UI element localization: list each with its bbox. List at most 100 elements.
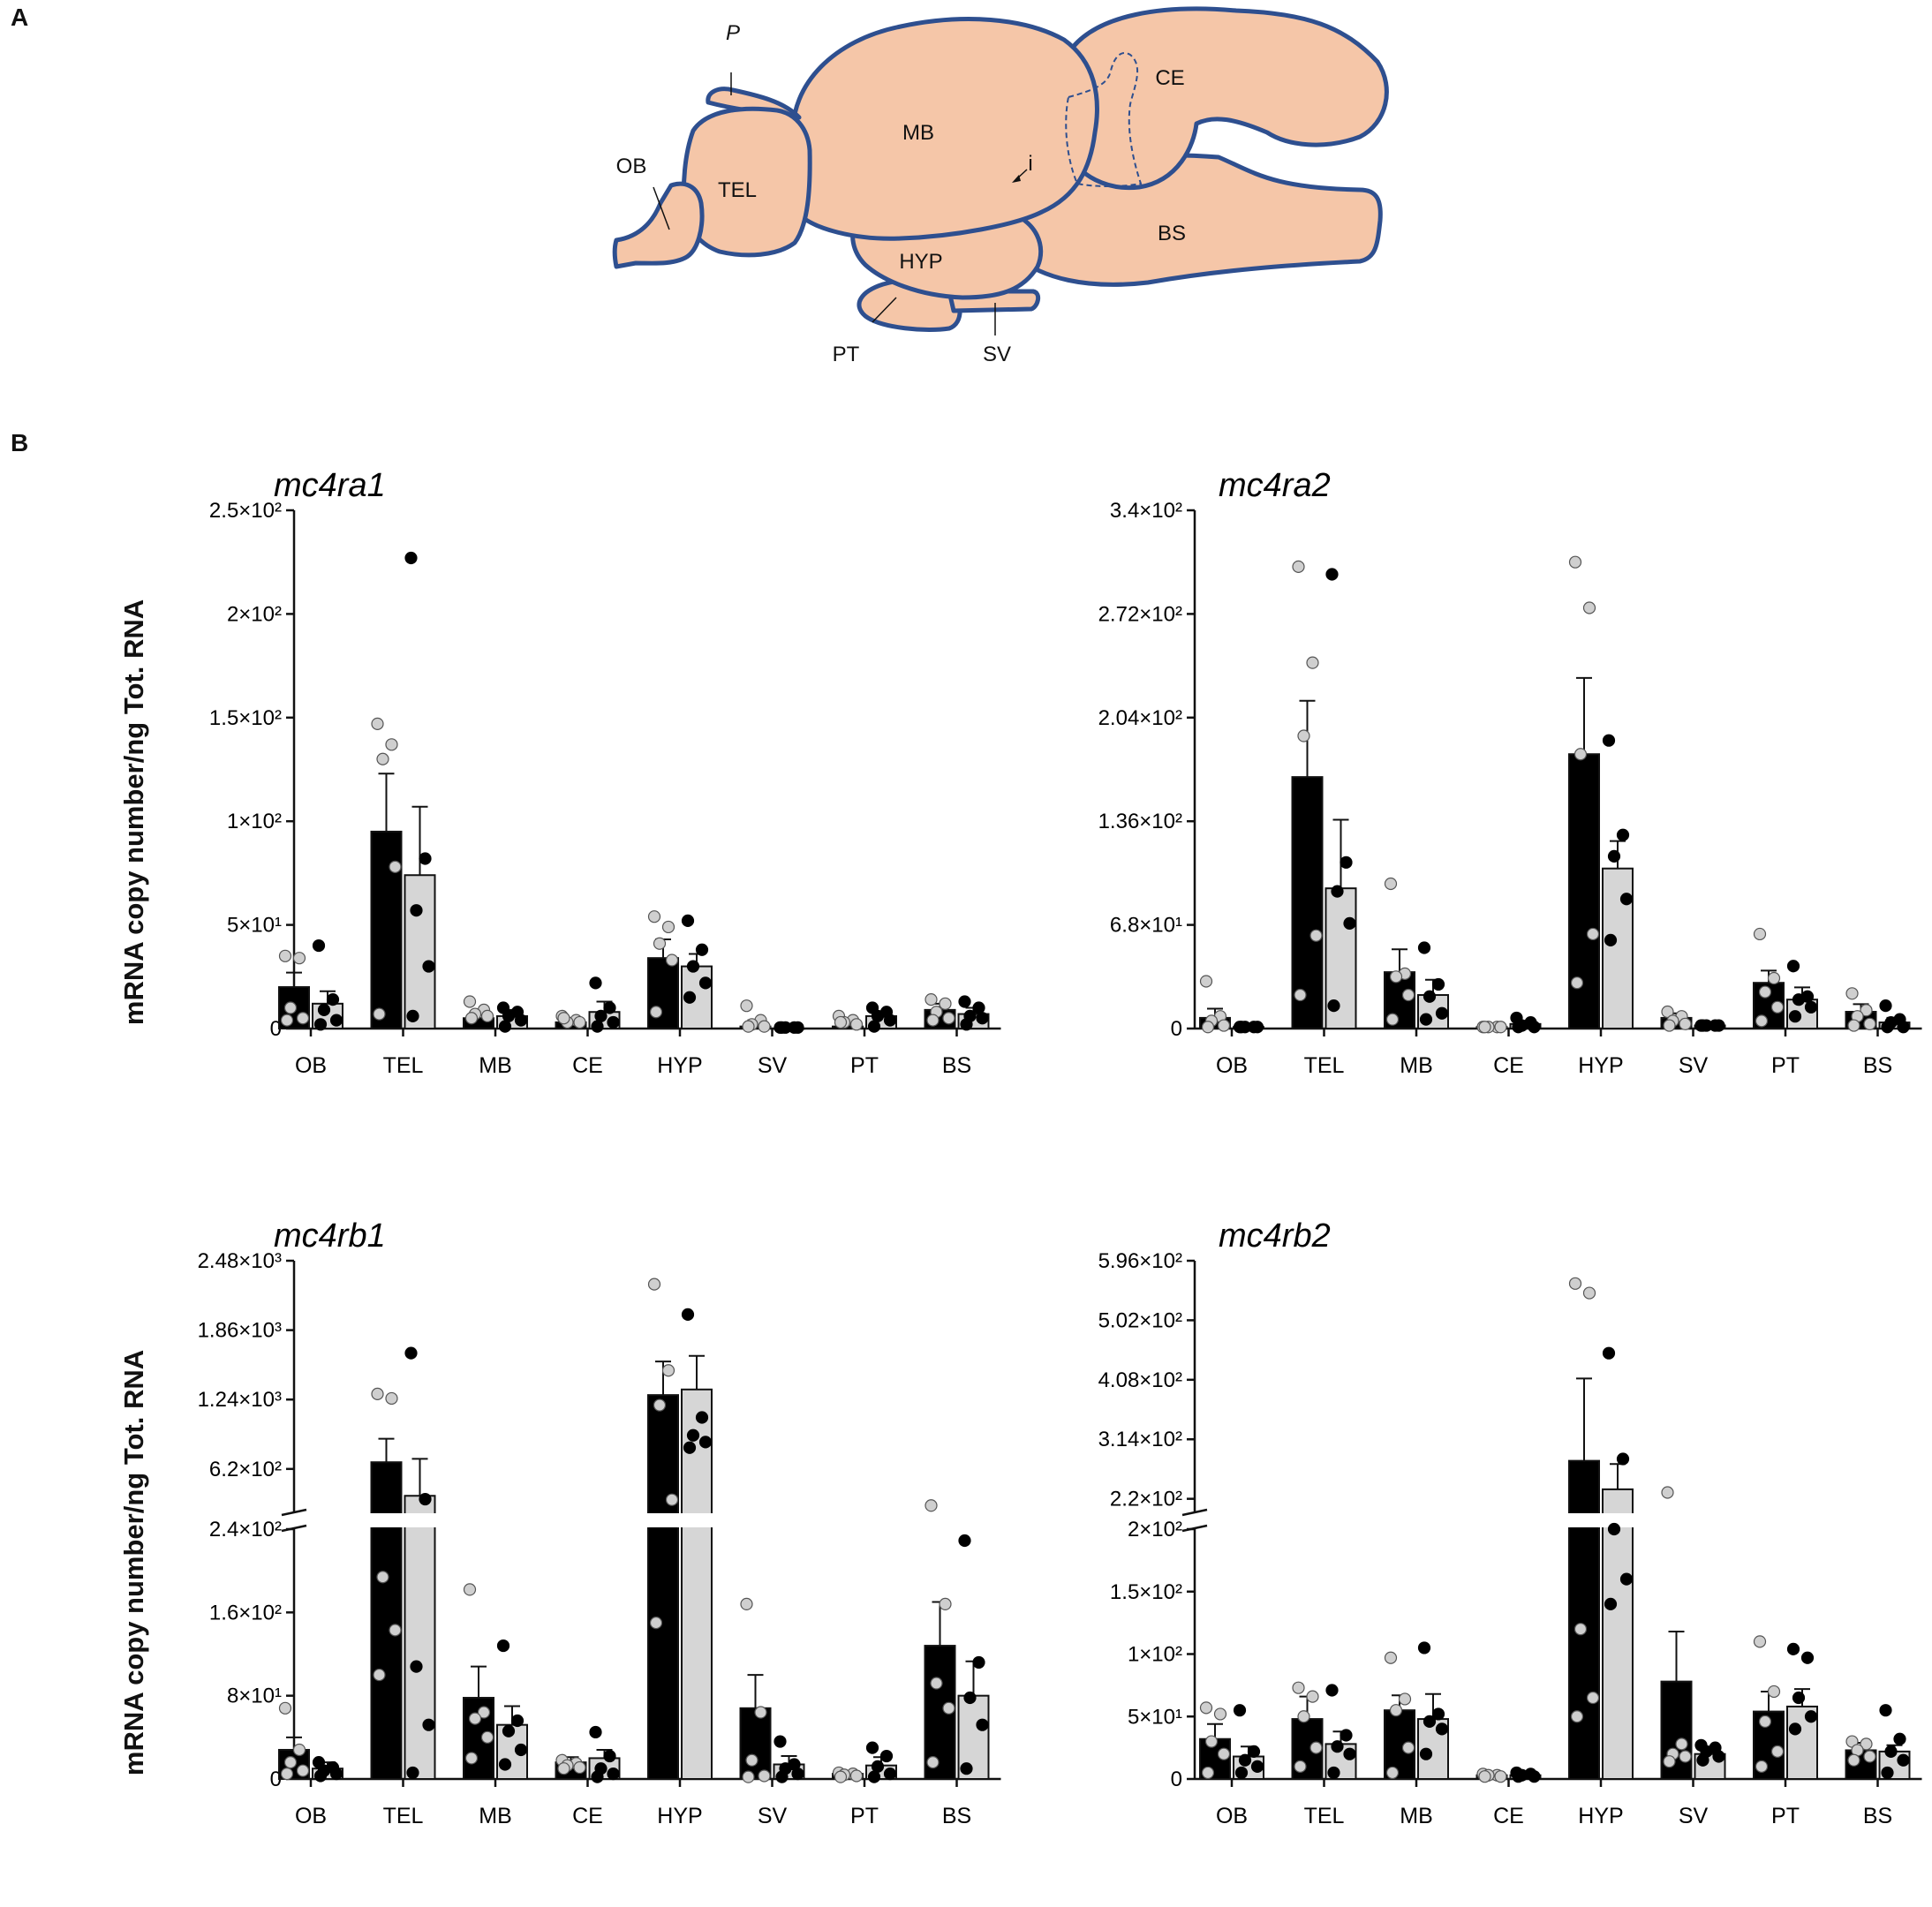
chart-title: mc4ra2	[1219, 467, 1331, 504]
data-point	[1512, 1770, 1525, 1783]
data-point	[1770, 1000, 1785, 1014]
y-tick-label: 5×10¹	[227, 914, 282, 938]
data-point	[591, 1020, 604, 1033]
label-i: i	[1028, 152, 1032, 176]
data-point	[1881, 1766, 1894, 1780]
data-point	[502, 1009, 516, 1023]
data-point	[573, 1760, 586, 1775]
brain-region-cerebellum	[1066, 6, 1389, 191]
data-point	[326, 993, 340, 1006]
data-point	[1327, 1766, 1340, 1780]
data-point	[1398, 1692, 1412, 1706]
data-point	[1294, 1760, 1307, 1773]
x-tick-label: TEL	[1304, 1053, 1345, 1078]
brain-region-midbrain	[789, 17, 1099, 241]
data-point	[1340, 1729, 1353, 1742]
data-point	[607, 1015, 620, 1029]
data-point	[1661, 1005, 1674, 1019]
x-tick-label: SV	[1679, 1804, 1709, 1828]
data-point	[373, 1668, 386, 1682]
x-tick-label: BS	[1863, 1053, 1892, 1078]
label-ob: OB	[616, 155, 647, 178]
data-point	[742, 1020, 755, 1033]
data-point	[1893, 1732, 1906, 1745]
data-point	[502, 1724, 516, 1737]
data-point	[1568, 1277, 1582, 1290]
data-point	[1528, 1021, 1541, 1034]
data-point	[740, 1597, 753, 1610]
data-point	[404, 1346, 418, 1360]
data-point	[686, 1428, 700, 1442]
bar-black-tel	[1291, 776, 1324, 1029]
x-tick-label: OB	[1216, 1804, 1248, 1828]
data-point	[278, 1701, 292, 1715]
panel-b-label: B	[11, 429, 29, 456]
data-point	[498, 1020, 512, 1033]
data-point	[1512, 1021, 1525, 1034]
data-point	[791, 1768, 804, 1781]
chart-title: mc4rb2	[1219, 1217, 1331, 1255]
x-tick-label: HYP	[1578, 1053, 1623, 1078]
data-point	[1602, 1346, 1616, 1360]
data-point	[960, 1018, 973, 1031]
data-point	[883, 1768, 897, 1781]
ylabel-row1-wrap: mRNA copy number/ng Tot. RNA	[117, 468, 152, 1157]
data-point	[1247, 1745, 1261, 1758]
data-point	[867, 1020, 881, 1033]
data-point	[1217, 1019, 1231, 1032]
data-point	[463, 995, 477, 1008]
data-point	[371, 1387, 384, 1400]
chart-title: mc4rb1	[274, 1217, 386, 1255]
y-tick-label: 1.24×10³	[198, 1388, 282, 1412]
data-point	[1661, 1486, 1674, 1499]
data-point	[1792, 993, 1806, 1006]
x-tick-label: SV	[1679, 1053, 1709, 1078]
x-tick-label: OB	[1216, 1053, 1248, 1078]
data-point	[1419, 1747, 1433, 1760]
bar-grey-hyp	[681, 965, 713, 1029]
x-tick-label: SV	[758, 1053, 788, 1078]
data-point	[647, 1278, 661, 1291]
data-point	[280, 1014, 294, 1027]
data-point	[1309, 1741, 1323, 1754]
data-point	[1586, 1691, 1600, 1705]
data-point	[1619, 893, 1634, 906]
y-tick-label: 4.08×10²	[1098, 1368, 1182, 1392]
y-tick-label: 2.5×10²	[209, 499, 282, 523]
x-tick-label: SV	[758, 1804, 788, 1828]
data-point	[698, 1436, 713, 1449]
x-tick-label: TEL	[383, 1804, 424, 1828]
data-point	[1435, 1006, 1449, 1020]
data-point	[514, 1014, 528, 1027]
data-point	[480, 1730, 494, 1744]
data-point	[389, 860, 402, 873]
data-point	[1602, 734, 1616, 747]
data-point	[871, 1009, 885, 1023]
data-point	[385, 738, 398, 751]
data-point	[376, 1571, 389, 1584]
data-point	[665, 1493, 679, 1506]
y-tick-label: 6.2×10²	[209, 1458, 282, 1481]
data-point	[1879, 999, 1892, 1013]
data-point	[698, 976, 713, 990]
data-point	[1297, 729, 1310, 742]
data-point	[1753, 1635, 1767, 1648]
bar-break-gap	[646, 1513, 680, 1527]
data-point	[1755, 1014, 1769, 1028]
data-point	[939, 1597, 952, 1610]
data-point	[683, 991, 697, 1004]
y-tick-label: 2×10²	[227, 602, 282, 626]
data-point	[422, 960, 435, 973]
bar-break-gap	[1601, 1513, 1634, 1527]
data-point	[1343, 916, 1356, 930]
data-point	[603, 1749, 616, 1763]
label-pt: PT	[833, 343, 860, 366]
data-point	[1385, 1013, 1400, 1026]
data-point	[1755, 1760, 1769, 1773]
data-point	[1494, 1770, 1507, 1783]
data-point	[1607, 849, 1621, 863]
data-point	[557, 1762, 570, 1775]
data-point	[1340, 856, 1353, 869]
data-point	[865, 1741, 879, 1754]
data-point	[649, 1006, 663, 1019]
